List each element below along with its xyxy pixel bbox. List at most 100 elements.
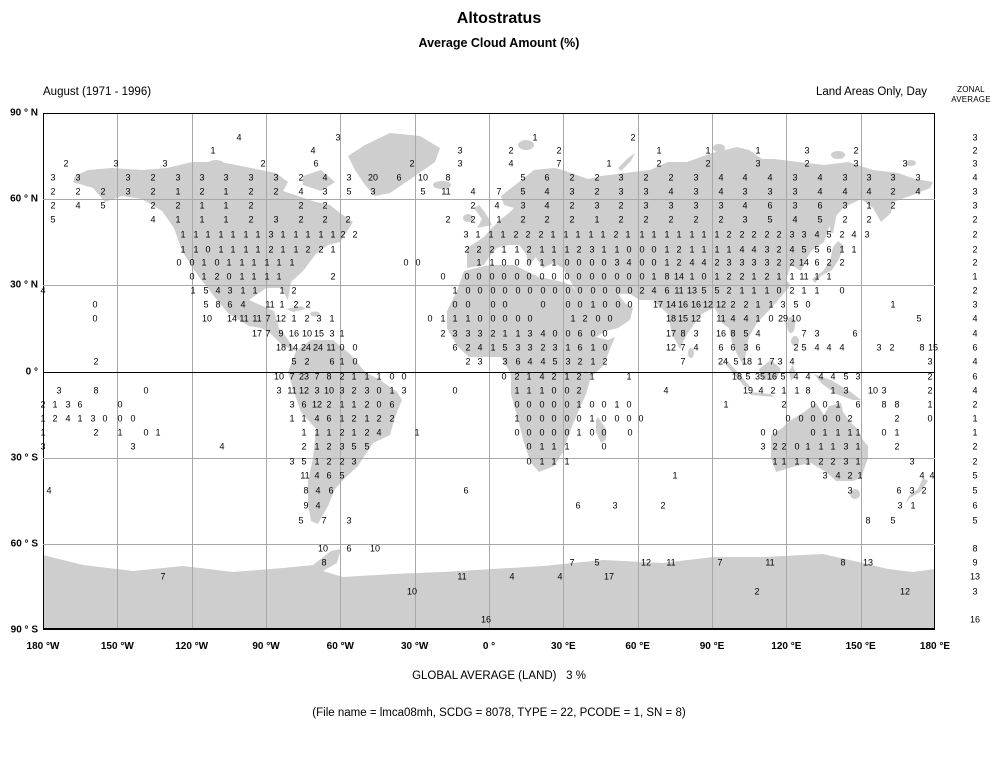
- cloud-amount-value: 2: [660, 500, 666, 511]
- cloud-amount-value: 1: [330, 229, 336, 240]
- cloud-amount-value: 2: [214, 271, 220, 282]
- cloud-amount-value: 1: [539, 385, 545, 396]
- cloud-amount-value: 5: [826, 229, 832, 240]
- cloud-amount-value: 1: [526, 371, 532, 382]
- zonal-average-value: 6: [972, 342, 978, 353]
- cloud-amount-value: 0: [564, 257, 570, 268]
- cloud-amount-value: 1: [440, 313, 446, 324]
- cloud-amount-value: 0: [490, 313, 496, 324]
- cloud-amount-value: 4: [739, 244, 745, 255]
- cloud-amount-value: 0: [798, 413, 804, 424]
- cloud-amount-value: 1: [180, 244, 186, 255]
- cloud-amount-value: 13: [686, 285, 698, 296]
- cloud-amount-value: 0: [527, 313, 533, 324]
- cloud-amount-value: 2: [776, 229, 782, 240]
- cloud-amount-value: 1: [502, 328, 508, 339]
- zonal-average-value: 5: [972, 470, 978, 481]
- cloud-amount-value: 3: [612, 500, 618, 511]
- cloud-amount-value: 3: [125, 186, 131, 197]
- cloud-amount-value: 6: [755, 342, 761, 353]
- cloud-amount-value: 3: [40, 441, 46, 452]
- cloud-amount-value: 12: [715, 299, 727, 310]
- cloud-amount-value: 1: [326, 427, 332, 438]
- cloud-amount-value: 1: [910, 500, 916, 511]
- cloud-amount-value: 6: [817, 200, 823, 211]
- cloud-amount-value: 4: [557, 571, 563, 582]
- cloud-amount-value: 0: [539, 399, 545, 410]
- cloud-amount-value: 0: [614, 413, 620, 424]
- cloud-amount-value: 6: [515, 356, 521, 367]
- cloud-amount-value: 3: [897, 500, 903, 511]
- cloud-amount-value: 5: [291, 356, 297, 367]
- cloud-amount-value: 16: [480, 614, 492, 625]
- cloud-amount-value: 0: [465, 299, 471, 310]
- cloud-amount-value: 1: [532, 132, 538, 143]
- cloud-amount-value: 2: [40, 399, 46, 410]
- cloud-amount-value: 1: [364, 413, 370, 424]
- page-title: Altostratus: [456, 10, 542, 27]
- cloud-amount-value: 0: [564, 271, 570, 282]
- cloud-amount-value: 6: [328, 485, 334, 496]
- cloud-amount-value: 2: [490, 328, 496, 339]
- cloud-amount-value: 4: [701, 257, 707, 268]
- cloud-amount-value: 0: [565, 328, 571, 339]
- cloud-amount-value: 5: [502, 342, 508, 353]
- cloud-amount-value: 2: [50, 200, 56, 211]
- cloud-amount-value: 1: [452, 285, 458, 296]
- cloud-amount-value: 1: [600, 229, 606, 240]
- cloud-amount-value: 1: [314, 427, 320, 438]
- cloud-amount-value: 8: [881, 399, 887, 410]
- cloud-amount-value: 0: [389, 371, 395, 382]
- zonal-average-value: 2: [972, 285, 978, 296]
- cloud-amount-value: 4: [718, 172, 724, 183]
- cloud-amount-value: 1: [276, 271, 282, 282]
- cloud-amount-value: 2: [513, 229, 519, 240]
- cloud-amount-value: 0: [117, 399, 123, 410]
- cloud-amount-value: 18: [665, 313, 677, 324]
- cloud-amount-value: 1: [475, 229, 481, 240]
- cloud-amount-value: 16: [766, 371, 778, 382]
- cloud-amount-value: 11: [441, 186, 451, 197]
- cloud-amount-value: 2: [890, 200, 896, 211]
- cloud-amount-value: 1: [193, 244, 199, 255]
- cloud-amount-value: 20: [367, 172, 379, 183]
- cloud-amount-value: 1: [651, 271, 657, 282]
- cloud-amount-value: 5: [520, 186, 526, 197]
- cloud-amount-value: 4: [767, 172, 773, 183]
- cloud-amount-value: 1: [180, 229, 186, 240]
- cloud-amount-value: 4: [236, 132, 242, 143]
- zonal-average-value: 2: [972, 244, 978, 255]
- cloud-amount-value: 1: [476, 257, 482, 268]
- cloud-amount-value: 10: [790, 313, 802, 324]
- gridline-vertical: [489, 113, 490, 630]
- cloud-amount-value: 2: [576, 385, 582, 396]
- cloud-amount-value: 1: [218, 244, 224, 255]
- cloud-amount-value: 0: [205, 244, 211, 255]
- cloud-amount-value: 2: [538, 229, 544, 240]
- cloud-amount-value: 7: [265, 328, 271, 339]
- cloud-amount-value: 2: [618, 214, 624, 225]
- latitude-tick-label: 60 ° S: [10, 538, 38, 550]
- cloud-amount-value: 8: [215, 299, 221, 310]
- cloud-amount-value: 4: [689, 257, 695, 268]
- cloud-amount-value: 1: [714, 271, 720, 282]
- cloud-amount-value: 4: [75, 200, 81, 211]
- cloud-amount-value: 2: [668, 172, 674, 183]
- cloud-amount-value: 4: [842, 186, 848, 197]
- cloud-amount-value: 3: [465, 328, 471, 339]
- cloud-amount-value: 0: [552, 285, 558, 296]
- latitude-tick-label: 30 ° S: [10, 452, 38, 464]
- cloud-amount-value: 4: [792, 214, 798, 225]
- cloud-amount-value: 0: [701, 271, 707, 282]
- cloud-amount-value: 6: [730, 342, 736, 353]
- cloud-amount-value: 17: [251, 328, 263, 339]
- zonal-average-value: 2: [972, 441, 978, 452]
- cloud-amount-value: 3: [65, 399, 71, 410]
- cloud-amount-value: 0: [839, 285, 845, 296]
- cloud-amount-value: 2: [676, 244, 682, 255]
- cloud-amount-value: 1: [601, 244, 607, 255]
- cloud-amount-value: 4: [470, 186, 476, 197]
- cloud-amount-value: 1: [772, 456, 778, 467]
- cloud-amount-value: 2: [772, 441, 778, 452]
- cloud-amount-value: 1: [805, 441, 811, 452]
